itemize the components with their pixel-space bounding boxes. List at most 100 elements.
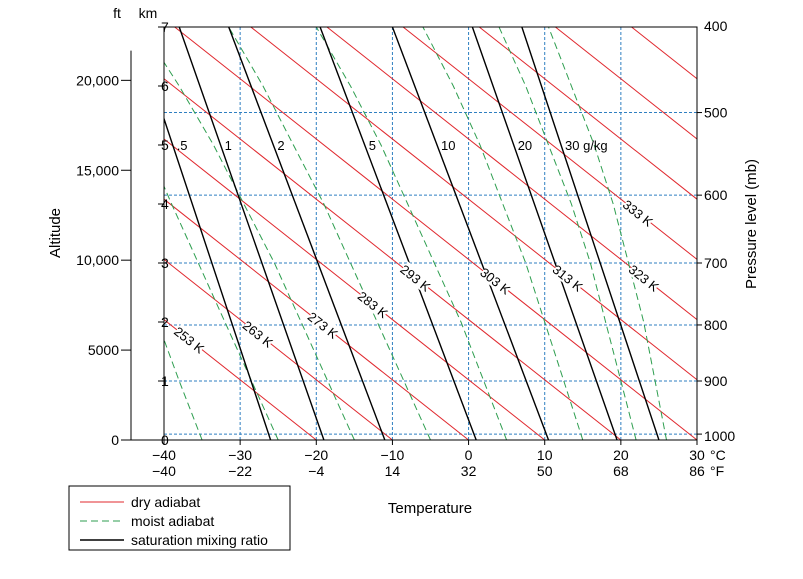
legend-label: moist adiabat: [131, 513, 214, 529]
dry-adiabat-label: 293 K: [397, 262, 433, 295]
km-tick-label: 1: [161, 373, 169, 389]
altitude-axis-title: Altitude: [47, 208, 64, 258]
legend-label: saturation mixing ratio: [131, 532, 268, 548]
fahrenheit-tick-label: −22: [228, 463, 252, 479]
dry-adiabat-label: 313 K: [550, 262, 586, 295]
moist-adiabat-line: [228, 27, 431, 440]
mixing-ratio-label: 20: [518, 138, 532, 153]
moist-adiabat-line: [548, 27, 667, 440]
fahrenheit-tick-label: 68: [613, 463, 629, 479]
moist-adiabat-line: [498, 27, 637, 440]
dry-adiabat-line: [164, 138, 546, 440]
fahrenheit-tick-label: −40: [152, 463, 176, 479]
pressure-tick-label: 600: [704, 187, 728, 203]
km-tick-label: 2: [161, 314, 169, 330]
mixing-ratio-label: 5: [369, 138, 376, 153]
mixing-ratio-line: [471, 27, 618, 440]
dry-adiabat-line: [478, 27, 697, 200]
ft-tick-label: 15,000: [76, 162, 119, 178]
pressure-tick-label: 1000: [704, 428, 735, 444]
dry-adiabat-line: [164, 78, 622, 440]
grid-lines: [164, 27, 697, 440]
dry-adiabat-label-bg: [306, 308, 341, 341]
mixing-ratio-label: 2: [277, 138, 284, 153]
dry-adiabat-label-bg: [356, 288, 391, 320]
celsius-tick-label: 0: [465, 447, 473, 463]
mixing-ratio-line: [319, 27, 477, 440]
dry-adiabat-line: [164, 318, 317, 440]
km-tick-label: 0: [161, 432, 169, 448]
dry-adiabat-label: 303 K: [477, 265, 513, 298]
ft-tick-label: 20,000: [76, 72, 119, 88]
celsius-unit-label: °C: [710, 447, 726, 463]
pressure-axis-title: Pressure level (mb): [743, 159, 760, 289]
celsius-tick-label: −10: [381, 447, 405, 463]
pressure-tick-label: 500: [704, 105, 728, 121]
km-tick-label: 7: [161, 19, 169, 35]
fahrenheit-tick-label: 14: [385, 463, 401, 479]
dry-adiabat-label: 333 K: [620, 197, 656, 230]
dry-adiabat-label: 323 K: [626, 262, 662, 295]
plot-frame: [163, 26, 698, 441]
dry-adiabat-line: [555, 27, 697, 140]
km-tick-label: 3: [161, 255, 169, 271]
ft-unit-label: ft: [113, 5, 121, 21]
pressure-tick-label: 800: [704, 317, 728, 333]
mixing-ratio-line: [521, 27, 660, 440]
pressure-tick-label: 400: [704, 18, 728, 34]
fahrenheit-tick-label: 32: [461, 463, 477, 479]
mixing-ratio-label: 1: [225, 138, 232, 153]
legend-label: dry adiabat: [131, 494, 200, 510]
mixing-ratio-label: .5: [177, 138, 188, 153]
celsius-tick-label: −40: [152, 447, 176, 463]
dry-adiabat-label: 283 K: [355, 288, 391, 321]
dry-adiabat-line: [164, 258, 393, 440]
moist-adiabat-line: [164, 186, 279, 440]
ft-tick-label: 10,000: [76, 252, 119, 268]
celsius-tick-label: −30: [228, 447, 252, 463]
moist-adiabat-line: [164, 339, 203, 440]
mixing-ratio-line: [164, 116, 272, 440]
fahrenheit-unit-label: °F: [710, 463, 724, 479]
celsius-tick-label: 10: [537, 447, 553, 463]
dry-adiabat-label-bg: [551, 261, 586, 294]
dry-adiabat-label-bg: [241, 317, 276, 350]
fahrenheit-tick-label: −4: [308, 463, 324, 479]
km-tick-label: 6: [161, 78, 169, 94]
mixing-ratio-line: [391, 27, 550, 440]
dry-adiabat-label-bg: [478, 264, 514, 297]
moist-adiabat-line: [315, 27, 508, 440]
mixing-ratio-line: [178, 27, 325, 440]
dry-adiabat-line: [402, 27, 697, 261]
series-group: [164, 27, 697, 440]
mixing-ratio-line: [228, 27, 386, 440]
mixing-ratio-label: 10: [441, 138, 455, 153]
dry-adiabat-line: [326, 27, 697, 321]
dry-adiabat-line: [164, 198, 469, 440]
legend: dry adiabat moist adiabat saturation mixin…: [68, 485, 291, 551]
dry-adiabat-label-bg: [627, 261, 662, 294]
temperature-axis-title: Temperature: [388, 500, 472, 517]
ft-tick-label: 0: [111, 432, 119, 448]
celsius-tick-label: 20: [613, 447, 629, 463]
dry-adiabat-label-bg: [172, 323, 207, 356]
dry-adiabat-label-bg: [621, 196, 656, 229]
celsius-tick-label: 30: [689, 447, 705, 463]
celsius-tick-label: −20: [304, 447, 328, 463]
pressure-tick-label: 900: [704, 373, 728, 389]
km-tick-label: 5: [161, 137, 169, 153]
fahrenheit-tick-label: 86: [689, 463, 705, 479]
moist-adiabat-line: [164, 62, 355, 440]
ft-tick-label: 5000: [88, 342, 119, 358]
dry-adiabat-label-bg: [398, 261, 434, 294]
mixing-ratio-label: 30 g/kg: [565, 138, 608, 153]
km-tick-label: 4: [161, 196, 169, 212]
moist-adiabat-line: [422, 27, 584, 440]
pressure-tick-label: 700: [704, 255, 728, 271]
km-unit-label: km: [139, 5, 158, 21]
dry-adiabat-label: 263 K: [240, 318, 276, 351]
dry-adiabat-line: [250, 27, 697, 381]
